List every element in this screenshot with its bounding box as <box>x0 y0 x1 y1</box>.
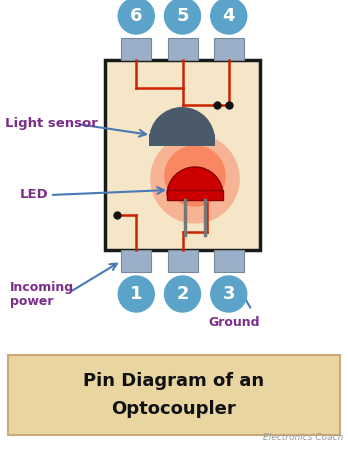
Circle shape <box>165 0 200 34</box>
Bar <box>121 250 151 272</box>
Text: 1: 1 <box>130 285 142 303</box>
Wedge shape <box>149 107 215 140</box>
Circle shape <box>118 0 154 34</box>
Circle shape <box>164 145 226 207</box>
Bar <box>121 38 151 60</box>
Text: 4: 4 <box>222 7 235 25</box>
Bar <box>167 250 198 272</box>
Text: Ground: Ground <box>208 315 260 328</box>
Circle shape <box>211 276 247 312</box>
Circle shape <box>150 134 240 224</box>
Text: Pin Diagram of an: Pin Diagram of an <box>84 372 264 390</box>
Bar <box>214 38 244 60</box>
Circle shape <box>118 276 154 312</box>
Circle shape <box>211 0 247 34</box>
Bar <box>214 250 244 272</box>
Circle shape <box>165 276 200 312</box>
Text: LED: LED <box>20 189 49 202</box>
Bar <box>167 190 223 200</box>
Text: power: power <box>10 296 54 309</box>
Wedge shape <box>167 167 223 195</box>
Text: Optocoupler: Optocoupler <box>112 400 236 418</box>
Text: Incoming: Incoming <box>10 280 74 293</box>
Text: 3: 3 <box>222 285 235 303</box>
Bar <box>105 60 260 250</box>
Bar <box>149 134 215 146</box>
Bar <box>167 38 198 60</box>
Text: Light sensor: Light sensor <box>5 117 98 130</box>
Text: 5: 5 <box>176 7 189 25</box>
Text: Electronics Coach: Electronics Coach <box>263 433 343 442</box>
Text: 2: 2 <box>176 285 189 303</box>
Bar <box>8 355 340 435</box>
Text: 6: 6 <box>130 7 142 25</box>
